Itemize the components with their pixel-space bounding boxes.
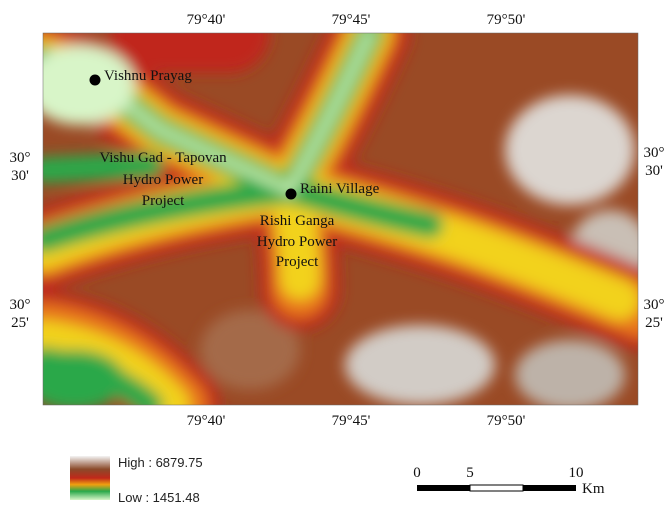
- legend-ramp: [70, 456, 110, 500]
- lat-label: 25': [645, 315, 663, 331]
- scale-segment: [417, 485, 470, 491]
- project-label: Rishi Ganga: [260, 213, 335, 229]
- lon-label: 79°40': [187, 413, 226, 429]
- project-label: Hydro Power: [123, 172, 203, 188]
- page: 79°40' 79°45' 79°50' 79°40' 79°45' 79°50…: [0, 0, 670, 506]
- project-label: Vishu Gad - Tapovan: [99, 150, 227, 166]
- place-label: Raini Village: [300, 181, 380, 197]
- legend-low: Low : 1451.48: [118, 490, 200, 505]
- place-marker: [286, 189, 297, 200]
- scale-unit: Km: [582, 481, 605, 497]
- project-label: Hydro Power: [257, 234, 337, 250]
- scale-label: 5: [466, 465, 474, 481]
- scale-label: 0: [413, 465, 421, 481]
- lat-label: 30': [645, 163, 663, 179]
- legend-high: High : 6879.75: [118, 455, 203, 470]
- place-label: Vishnu Prayag: [104, 68, 192, 84]
- project-label: Project: [142, 193, 185, 209]
- lat-label: 30°: [10, 150, 31, 166]
- lat-label: 30°: [644, 145, 665, 161]
- lon-label: 79°50': [487, 413, 526, 429]
- lat-label: 30': [11, 168, 29, 184]
- project-label: Project: [276, 254, 319, 270]
- scale-segment: [523, 485, 576, 491]
- lat-label: 25': [11, 315, 29, 331]
- lon-label: 79°50': [487, 12, 526, 28]
- place-marker: [90, 75, 101, 86]
- lat-label: 30°: [10, 297, 31, 313]
- map-figure: 79°40' 79°45' 79°50' 79°40' 79°45' 79°50…: [0, 0, 670, 506]
- lon-label: 79°40': [187, 12, 226, 28]
- elevation-raster: [25, 33, 650, 410]
- scale-label: 10: [569, 465, 584, 481]
- scale-segment: [470, 485, 523, 491]
- lon-label: 79°45': [332, 413, 371, 429]
- lat-label: 30°: [644, 297, 665, 313]
- lon-label: 79°45': [332, 12, 371, 28]
